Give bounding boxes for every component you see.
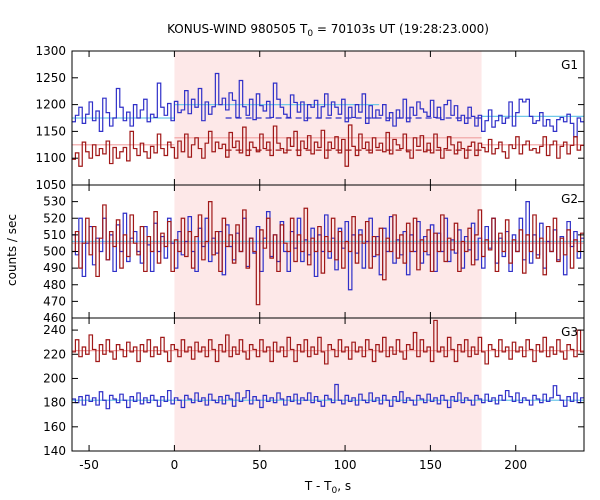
- panel-g2-ytick-label: 470: [43, 294, 66, 308]
- panel-g3-ytick-label: 180: [43, 396, 66, 410]
- panel-g3-frame: [71, 317, 585, 452]
- x-tick-label: 150: [419, 458, 442, 472]
- y-axis-label: counts / sec: [5, 214, 19, 286]
- x-tick-label: 50: [252, 458, 267, 472]
- panel-g3-ytick-label: 200: [43, 371, 66, 385]
- panel-g1-label: G1: [561, 58, 578, 72]
- panel-g3-series-blue: [72, 383, 584, 410]
- x-tick-label: 0: [171, 458, 179, 472]
- panel-g2-label: G2: [561, 192, 578, 206]
- panel-g2-ytick-label: 510: [43, 228, 66, 242]
- panel-g2-ytick-label: 460: [43, 311, 66, 325]
- panel-g1-ytick-label: 1150: [35, 124, 66, 138]
- panel-g3-ytick-label: 220: [43, 347, 66, 361]
- panel-g1-ytick-label: 1300: [35, 44, 66, 58]
- x-tick-label: -50: [79, 458, 99, 472]
- panel-g2-ytick-label: 480: [43, 278, 66, 292]
- panel-g2-ytick-label: 520: [43, 211, 66, 225]
- panel-g3-series-red: [72, 319, 584, 365]
- panel-g1-ytick-label: 1050: [35, 178, 66, 192]
- x-tick-label: 100: [334, 458, 357, 472]
- panel-g1-ytick-label: 1250: [35, 71, 66, 85]
- panel-g3-ytick-label: 140: [43, 444, 66, 458]
- panel-g1-ytick-label: 1100: [35, 151, 66, 165]
- panel-g1-ytick-label: 1200: [35, 98, 66, 112]
- panel-g3-ytick-label: 160: [43, 420, 66, 434]
- panel-g3-label: G3: [561, 325, 578, 339]
- panel-g2-ytick-label: 500: [43, 245, 66, 259]
- panel-g3-ytick-label: 240: [43, 323, 66, 337]
- panel-g2-series-red: [72, 201, 584, 306]
- panel-g1-series-red: [72, 124, 584, 167]
- x-axis-label: T - T0, s: [304, 479, 351, 496]
- panel-g1-series-blue: [72, 72, 584, 138]
- x-tick-label: 200: [504, 458, 527, 472]
- panel-g2-ytick-label: 490: [43, 261, 66, 275]
- chart-title: KONUS-WIND 980505 T0 = 70103s UT (19:28:…: [167, 22, 489, 39]
- panel-g2-ytick-label: 530: [43, 195, 66, 209]
